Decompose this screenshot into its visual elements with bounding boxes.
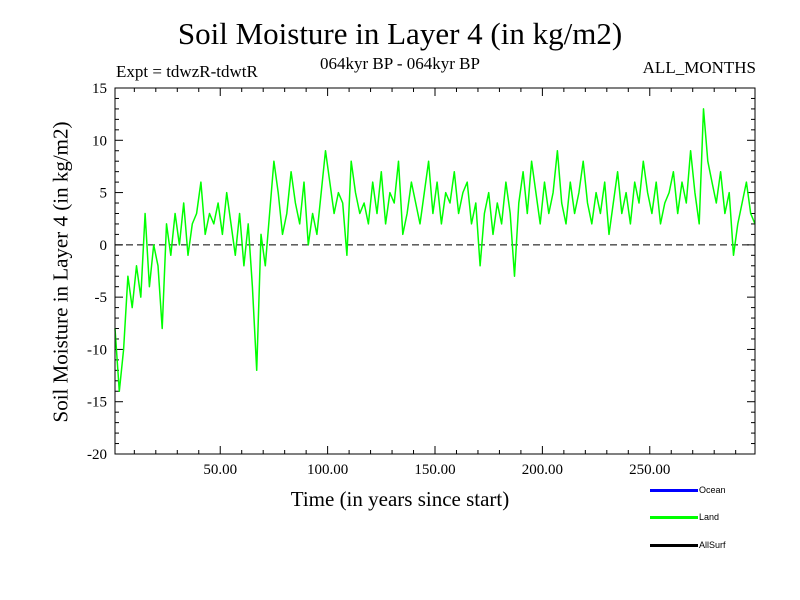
x-axis-label: Time (in years since start)	[290, 487, 510, 511]
x-tick-label: 150.00	[414, 462, 455, 478]
x-tick-label: 200.00	[522, 462, 563, 478]
y-tick-label: 0	[100, 238, 108, 254]
y-tick-label: 10	[92, 133, 107, 149]
legend-item-ocean: Ocean	[650, 485, 726, 495]
legend-label-allsurf: AllSurf	[699, 540, 726, 550]
experiment-label: Expt = tdwzR-tdwtR	[116, 62, 258, 81]
period-label: 064kyr BP - 064kyr BP	[320, 54, 480, 73]
legend-item-allsurf: AllSurf	[650, 540, 726, 550]
legend-label-land: Land	[699, 512, 720, 522]
x-tick-label: 250.00	[629, 462, 670, 478]
legend-swatch-allsurf	[650, 544, 698, 548]
y-tick-label: -10	[87, 342, 107, 358]
months-label: ALL_MONTHS	[642, 58, 756, 77]
y-tick-label: -5	[95, 290, 108, 306]
legend-item-land: Land	[650, 512, 719, 522]
legend-label-ocean: Ocean	[699, 485, 726, 495]
y-axis-label: Soil Moisture in Layer 4 (in kg/m2)	[48, 121, 73, 423]
y-tick-label: 5	[100, 186, 108, 202]
chart-title: Soil Moisture in Layer 4 (in kg/m2)	[177, 16, 623, 51]
y-tick-label: -15	[87, 395, 107, 411]
x-tick-label: 100.00	[307, 462, 348, 478]
y-tick-label: -20	[87, 447, 107, 463]
series-line-land	[114, 108, 756, 393]
legend-swatch-land	[650, 516, 698, 520]
y-tick-label: 15	[92, 81, 107, 97]
plot-frame	[114, 87, 756, 455]
legend-swatch-ocean	[650, 489, 698, 493]
tick-labels: 50.00 100.00 150.00 200.00 250.00 -20 -15 -10 -5…	[87, 81, 670, 478]
axis-ticks	[115, 88, 755, 454]
x-tick-label: 50.00	[203, 462, 237, 478]
